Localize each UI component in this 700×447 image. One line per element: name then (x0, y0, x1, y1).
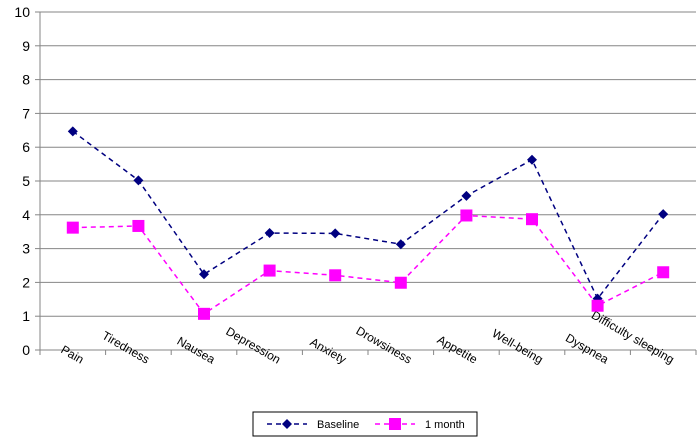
y-tick-label: 1 (22, 308, 30, 324)
axes (35, 11, 697, 355)
series-layer (66, 126, 670, 320)
x-tick-label: Depression (224, 324, 284, 366)
x-tick-label: Dyspnea (563, 331, 611, 367)
data-point (658, 209, 669, 220)
series-0 (67, 126, 669, 304)
data-point (526, 213, 538, 226)
data-point (66, 221, 79, 234)
series-line (72, 214, 664, 315)
data-point (591, 299, 604, 312)
x-tick-labels: Pain Tiredness Nausea Depression Anxiety Drow… (58, 308, 676, 367)
x-tick-label: Anxiety (308, 335, 349, 367)
data-point (199, 269, 209, 280)
y-tick-label: 8 (22, 72, 30, 88)
y-tick-label: 0 (22, 342, 30, 358)
data-point (394, 276, 407, 289)
y-tick-label: 9 (22, 38, 30, 54)
legend-entry: Baseline (267, 419, 359, 431)
legend-entry: 1 month (375, 418, 465, 431)
x-tick-label: Pain (58, 342, 86, 366)
y-tick-label: 5 (22, 173, 30, 189)
legend-marker (389, 418, 401, 430)
legend-label: 1 month (425, 419, 465, 431)
series-line (72, 130, 664, 301)
data-point (263, 264, 276, 277)
y-tick-label: 6 (22, 139, 30, 155)
data-point (133, 175, 144, 186)
data-point (132, 219, 145, 232)
data-point (527, 154, 537, 165)
gridlines (40, 11, 696, 317)
legend-marker (282, 419, 292, 429)
data-point (460, 209, 473, 222)
x-tick-label: Tiredness (100, 328, 152, 366)
y-tick-label: 4 (22, 207, 30, 223)
data-point (264, 228, 275, 239)
data-point (395, 239, 406, 250)
x-tick-label: Well-being (490, 326, 546, 366)
data-point (198, 307, 210, 320)
legend-label: Baseline (317, 419, 359, 431)
data-point (329, 269, 342, 282)
data-point (657, 266, 670, 279)
legend: Baseline 1 month (252, 411, 478, 437)
y-tick-label: 3 (22, 241, 30, 257)
y-tick-label: 10 (14, 4, 30, 20)
y-tick-label: 2 (22, 274, 30, 290)
y-tick-label: 7 (22, 105, 30, 121)
data-point (67, 126, 78, 137)
x-tick-label: Drowsiness (354, 323, 415, 366)
data-point (330, 228, 341, 239)
data-point (461, 190, 472, 201)
series-1 (66, 209, 670, 320)
y-tick-labels: 0 1 2 3 4 5 6 7 8 9 10 (14, 4, 30, 358)
